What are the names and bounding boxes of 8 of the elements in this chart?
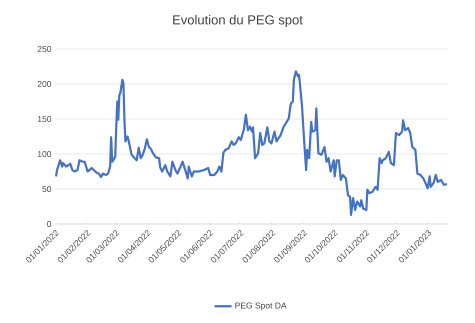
legend-label: PEG Spot DA xyxy=(235,302,287,310)
y-tick-label: 100 xyxy=(38,150,52,157)
y-tick-label: 50 xyxy=(42,186,52,192)
y-tick-label: 200 xyxy=(38,80,52,87)
y-tick-label: 250 xyxy=(38,46,52,52)
chart-title: Evolution du PEG spot xyxy=(173,14,303,28)
y-tick-label: 0 xyxy=(47,220,52,227)
y-tick-label: 150 xyxy=(38,116,52,122)
